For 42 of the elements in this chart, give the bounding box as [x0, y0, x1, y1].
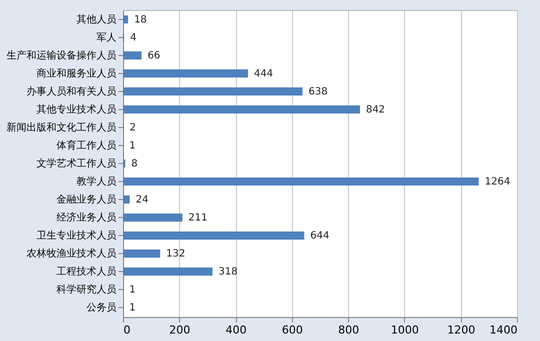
y-tick-label: 经济业务人员: [56, 212, 116, 224]
y-tick-label: 生产和运输设备操作人员: [6, 49, 116, 62]
y-tick-label: 农林牧渔业技术人员: [26, 248, 116, 260]
data-label: 1264: [484, 176, 510, 188]
y-tick-label: 卫生专业技术人员: [36, 230, 116, 242]
y-tick-label: 教学人员: [76, 176, 116, 188]
x-tick-label: 0: [124, 324, 130, 336]
x-tick-label: 200: [169, 324, 190, 336]
data-label: 1: [129, 140, 136, 152]
y-tick-label: 文学艺术工作人员: [36, 158, 116, 170]
data-label: 444: [254, 68, 274, 80]
x-tick-label: 400: [226, 324, 247, 336]
y-tick-label: 公务员: [86, 302, 116, 314]
x-tick-label: 1000: [390, 324, 419, 336]
data-label: 132: [166, 248, 186, 260]
data-label: 24: [136, 194, 148, 206]
data-label: 4: [130, 32, 136, 44]
data-label: 638: [308, 86, 328, 98]
x-tick-label: 600: [282, 324, 303, 336]
y-tick-label: 军人: [96, 32, 116, 44]
y-tick-label: 工程技术人员: [56, 266, 116, 278]
data-label: 18: [134, 14, 147, 26]
x-tick-label: 1200: [447, 324, 476, 336]
data-label: 1: [129, 302, 136, 314]
data-label: 211: [188, 212, 208, 224]
x-tick-label: 1400: [490, 324, 518, 336]
x-tick-label: 800: [338, 324, 360, 336]
data-label: 1: [129, 284, 136, 296]
data-label: 2: [130, 122, 136, 134]
data-label: 8: [131, 158, 138, 170]
y-tick-label: 其他专业技术人员: [36, 103, 116, 116]
y-tick-label: 办事人员和有关人员: [26, 85, 116, 98]
y-tick-label: 体育工作人员: [56, 139, 116, 152]
y-tick-label: 其他人员: [76, 13, 116, 26]
y-tick-label: 新闻出版和文化工作人员: [6, 121, 116, 134]
data-label: 644: [310, 230, 330, 242]
data-label: 318: [218, 266, 238, 278]
data-label: 66: [148, 50, 160, 62]
y-tick-label: 金融业务人员: [56, 194, 116, 206]
y-tick-label: 商业和服务业人员: [36, 67, 116, 80]
data-label: 842: [366, 104, 386, 116]
y-tick-label: 科学研究人员: [56, 284, 116, 296]
